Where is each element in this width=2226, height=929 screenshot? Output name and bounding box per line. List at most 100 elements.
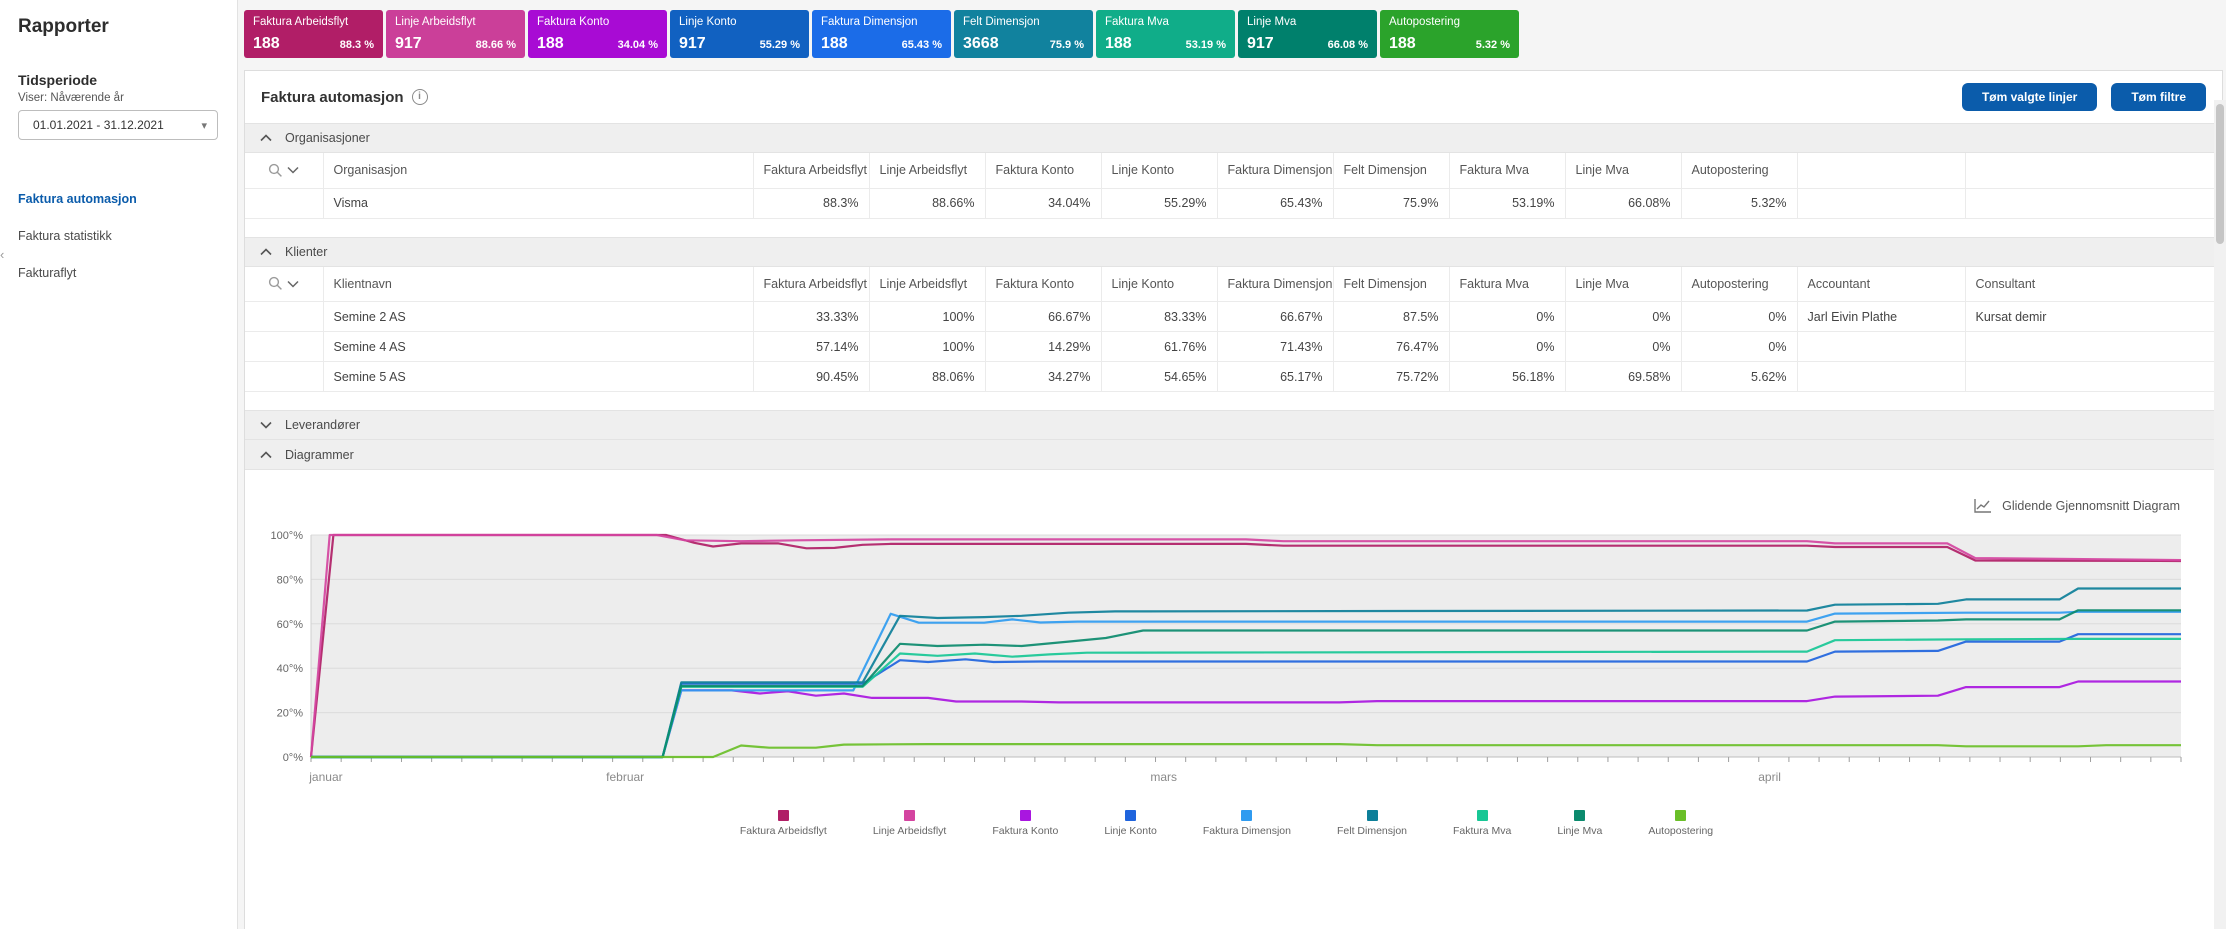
table-row[interactable]: Semine 4 AS57.14%100%14.29%61.76%71.43%7… [245, 332, 2222, 362]
column-header[interactable]: Faktura Dimensjon [1217, 267, 1333, 302]
table-cell [1797, 332, 1965, 362]
clear-filters-button[interactable]: Tøm filtre [2111, 83, 2206, 111]
filler-header [1965, 153, 2222, 188]
table-row[interactable]: Semine 5 AS90.45%88.06%34.27%54.65%65.17… [245, 362, 2222, 392]
column-header[interactable]: Accountant [1797, 267, 1965, 302]
legend-item[interactable]: Linje Arbeidsflyt [873, 810, 947, 837]
column-header[interactable]: Linje Arbeidsflyt [869, 267, 985, 302]
row-select-cell[interactable] [245, 302, 323, 332]
date-range-select[interactable]: 01.01.2021 - 31.12.2021 ▾ [18, 110, 218, 140]
clear-selected-lines-button[interactable]: Tøm valgte linjer [1962, 83, 2097, 111]
filter-controls-cell[interactable] [245, 153, 323, 188]
column-header[interactable]: Linje Konto [1101, 153, 1217, 188]
column-header[interactable]: Faktura Mva [1449, 153, 1565, 188]
column-header[interactable]: Klientnavn [323, 267, 753, 302]
column-header[interactable]: Linje Arbeidsflyt [869, 153, 985, 188]
kpi-card-title: Faktura Dimensjon [821, 16, 942, 28]
organisasjoner-table: OrganisasjonFaktura ArbeidsflytLinje Arb… [245, 153, 2222, 219]
kpi-card-title: Felt Dimensjon [963, 16, 1084, 28]
kpi-card-percent: 5.32 % [1476, 39, 1510, 51]
legend-item[interactable]: Faktura Arbeidsflyt [740, 810, 827, 837]
column-header[interactable]: Linje Konto [1101, 267, 1217, 302]
chevron-up-icon [260, 248, 272, 256]
legend-item[interactable]: Faktura Mva [1453, 810, 1511, 837]
sidebar-item-faktura-statistikk[interactable]: Faktura statistikk [18, 229, 219, 243]
column-header[interactable]: Faktura Arbeidsflyt [753, 267, 869, 302]
kpi-card[interactable]: Linje Arbeidsflyt91788.66 % [386, 10, 525, 58]
section-header-diagrammer[interactable]: Diagrammer [245, 440, 2222, 470]
info-icon[interactable]: i [412, 89, 428, 105]
legend-item[interactable]: Felt Dimensjon [1337, 810, 1407, 837]
row-select-cell[interactable] [245, 362, 323, 392]
table-cell: 69.58% [1565, 362, 1681, 392]
column-header[interactable]: Linje Mva [1565, 267, 1681, 302]
page-title: Rapporter [18, 16, 219, 38]
column-header[interactable]: Faktura Dimensjon [1217, 153, 1333, 188]
column-header[interactable]: Faktura Mva [1449, 267, 1565, 302]
kpi-card-value: 917 [395, 35, 422, 53]
svg-text:mars: mars [1150, 770, 1177, 784]
column-header[interactable]: Faktura Konto [985, 153, 1101, 188]
kpi-card[interactable]: Faktura Konto18834.04 % [528, 10, 667, 58]
kpi-card[interactable]: Faktura Mva18853.19 % [1096, 10, 1235, 58]
section-header-organisasjoner[interactable]: Organisasjoner [245, 123, 2222, 153]
kpi-card[interactable]: Linje Konto91755.29 % [670, 10, 809, 58]
table-cell: 90.45% [753, 362, 869, 392]
column-header[interactable]: Organisasjon [323, 153, 753, 188]
legend-item[interactable]: Linje Mva [1557, 810, 1602, 837]
legend-item[interactable]: Faktura Dimensjon [1203, 810, 1291, 837]
row-select-cell[interactable] [245, 188, 323, 218]
chart-legend: Faktura Arbeidsflyt Linje Arbeidsflyt Fakt… [249, 800, 2204, 843]
sidebar-item-faktura-automasjon[interactable]: Faktura automasjon [18, 192, 219, 206]
column-header[interactable]: Faktura Konto [985, 267, 1101, 302]
search-icon[interactable] [268, 276, 283, 291]
sidebar-collapse-icon[interactable]: ‹ [0, 248, 10, 262]
chevron-down-icon[interactable] [287, 280, 299, 288]
kpi-card[interactable]: Linje Mva91766.08 % [1238, 10, 1377, 58]
legend-item[interactable]: Autopostering [1648, 810, 1713, 837]
row-select-cell[interactable] [245, 332, 323, 362]
table-cell: 0% [1681, 332, 1797, 362]
legend-item[interactable]: Faktura Konto [992, 810, 1058, 837]
moving-average-toggle[interactable]: Glidende Gjennomsnitt Diagram [249, 476, 2204, 523]
table-cell: 5.62% [1681, 362, 1797, 392]
column-header[interactable]: Felt Dimensjon [1333, 153, 1449, 188]
kpi-card[interactable]: Autopostering1885.32 % [1380, 10, 1519, 58]
section-header-klienter[interactable]: Klienter [245, 237, 2222, 267]
column-header[interactable]: Faktura Arbeidsflyt [753, 153, 869, 188]
sidebar-nav: Faktura automasjon Faktura statistikk Fa… [18, 192, 219, 280]
legend-item[interactable]: Linje Konto [1104, 810, 1157, 837]
column-header[interactable]: Autopostering [1681, 153, 1797, 188]
column-header[interactable]: Felt Dimensjon [1333, 267, 1449, 302]
table-row[interactable]: Semine 2 AS33.33%100%66.67%83.33%66.67%8… [245, 302, 2222, 332]
app-root: Rapporter Tidsperiode Viser: Nåværende å… [0, 0, 2226, 929]
table-row[interactable]: Visma88.3%88.66%34.04%55.29%65.43%75.9%5… [245, 188, 2222, 218]
kpi-card[interactable]: Felt Dimensjon366875.9 % [954, 10, 1093, 58]
filter-controls-cell[interactable] [245, 267, 323, 302]
table-cell: Kursat demir [1965, 302, 2222, 332]
legend-label: Faktura Konto [992, 825, 1058, 837]
column-header[interactable]: Consultant [1965, 267, 2222, 302]
automation-line-chart[interactable]: 0°%20°%40°%60°%80°%100°%januarfebruarmar… [249, 523, 2204, 795]
row-name-cell: Visma [323, 188, 753, 218]
kpi-card-percent: 65.43 % [902, 39, 942, 51]
kpi-card-value: 917 [679, 35, 706, 53]
kpi-card[interactable]: Faktura Arbeidsflyt18888.3 % [244, 10, 383, 58]
kpi-card-title: Linje Arbeidsflyt [395, 16, 516, 28]
vertical-scrollbar[interactable] [2214, 100, 2226, 929]
scrollbar-thumb[interactable] [2216, 104, 2224, 244]
time-period-heading: Tidsperiode [18, 72, 219, 88]
chart-area: Glidende Gjennomsnitt Diagram 0°%20°%40°… [245, 470, 2222, 843]
sidebar-item-fakturaflyt[interactable]: Fakturaflyt [18, 266, 219, 280]
legend-label: Faktura Dimensjon [1203, 825, 1291, 837]
column-header[interactable]: Autopostering [1681, 267, 1797, 302]
search-icon[interactable] [268, 163, 283, 178]
column-header[interactable]: Linje Mva [1565, 153, 1681, 188]
section-header-leverandorer[interactable]: Leverandører [245, 410, 2222, 440]
kpi-card[interactable]: Faktura Dimensjon18865.43 % [812, 10, 951, 58]
chevron-down-icon[interactable] [287, 166, 299, 174]
chevron-up-icon [260, 451, 272, 459]
table-cell: 5.32% [1681, 188, 1797, 218]
table-cell: 0% [1449, 302, 1565, 332]
chevron-up-icon [260, 134, 272, 142]
